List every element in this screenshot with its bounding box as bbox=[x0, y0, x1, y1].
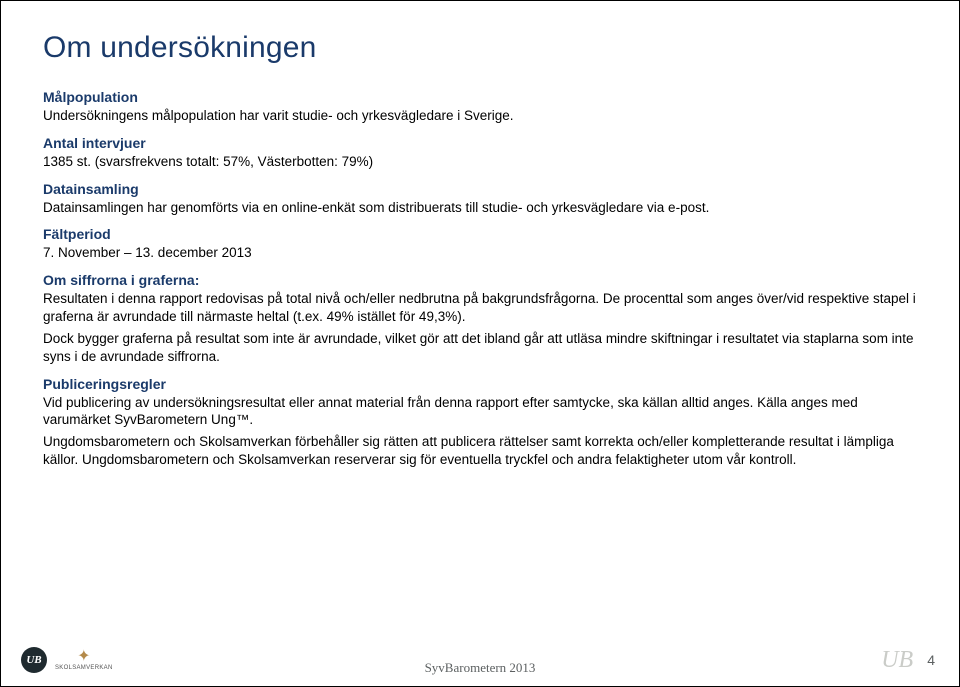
page-footer: UB ✦ SKOLSAMVERKAN SyvBarometern 2013 UB… bbox=[1, 640, 959, 686]
text-om-siffrorna-1: Resultaten i denna rapport redovisas på … bbox=[43, 290, 917, 326]
text-publiceringsregler-1: Vid publicering av undersökningsresultat… bbox=[43, 394, 917, 430]
text-om-siffrorna-2: Dock bygger graferna på resultat som int… bbox=[43, 330, 917, 366]
heading-faltperiod: Fältperiod bbox=[43, 226, 917, 242]
heading-om-siffrorna: Om siffrorna i graferna: bbox=[43, 272, 917, 288]
footer-title: SyvBarometern 2013 bbox=[1, 660, 959, 676]
page-title: Om undersökningen bbox=[43, 31, 917, 65]
text-malpopulation: Undersökningens målpopulation har varit … bbox=[43, 107, 917, 125]
text-publiceringsregler-2: Ungdomsbarometern och Skolsamverkan förb… bbox=[43, 433, 917, 469]
document-page: Om undersökningen Målpopulation Undersök… bbox=[0, 0, 960, 687]
text-faltperiod: 7. November – 13. december 2013 bbox=[43, 244, 917, 262]
heading-malpopulation: Målpopulation bbox=[43, 89, 917, 105]
text-antal-intervjuer: 1385 st. (svarsfrekvens totalt: 57%, Väs… bbox=[43, 153, 917, 171]
heading-antal-intervjuer: Antal intervjuer bbox=[43, 135, 917, 151]
heading-datainsamling: Datainsamling bbox=[43, 181, 917, 197]
heading-publiceringsregler: Publiceringsregler bbox=[43, 376, 917, 392]
text-datainsamling: Datainsamlingen har genomförts via en on… bbox=[43, 199, 917, 217]
